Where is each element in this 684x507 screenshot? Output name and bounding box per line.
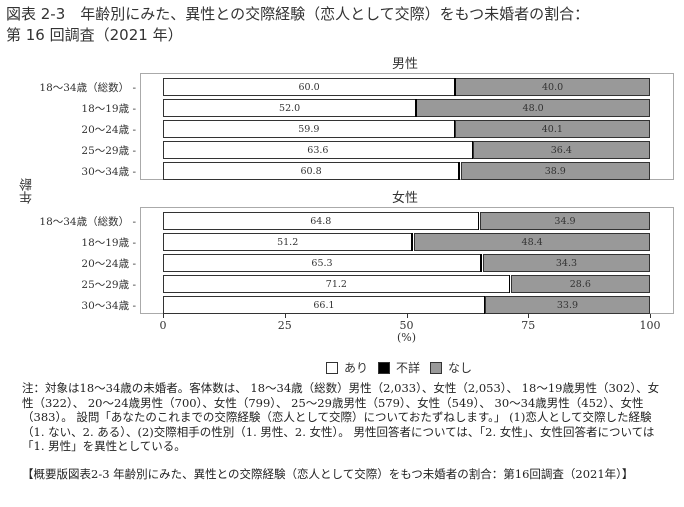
bar-segment-no: [480, 212, 650, 230]
bar-row: 66.1 33.9: [163, 296, 650, 314]
bar-segment-unknown: [454, 78, 456, 96]
row-label: 18～19歳 -: [81, 103, 136, 115]
x-axis-tick-label: 25: [277, 319, 292, 332]
x-axis-tick: [163, 314, 164, 318]
value-label-no: 48.0: [522, 102, 544, 114]
figure-title: 図表 2-3 年齢別にみた、異性との交際経験（恋人として交際）をもつ未婚者の割合…: [6, 4, 682, 46]
row-label: 18～34歳（総数） -: [39, 82, 136, 94]
bar-row: 60.8 38.9: [163, 162, 650, 180]
value-label-no: 34.9: [554, 215, 576, 227]
legend-label-yes: あり: [344, 361, 369, 375]
bar-segment-no: [414, 233, 650, 251]
bar-row: 60.0 40.0: [163, 78, 650, 96]
legend: あり 不詳 なし: [326, 359, 476, 376]
value-label-yes: 59.9: [298, 123, 320, 135]
bar-segment-unknown: [480, 254, 482, 272]
row-label: 25～29歳 -: [81, 145, 136, 157]
y-axis-label: 年齢: [20, 178, 35, 204]
bar-segment-no: [510, 275, 650, 293]
value-label-no: 40.1: [541, 123, 563, 135]
bar-segment-no: [482, 254, 650, 272]
figure-caption: 【概要版図表2-3 年齢別にみた、異性との交際経験（恋人として交際）をもつ未婚者…: [22, 467, 634, 481]
row-label: 18～34歳（総数） -: [39, 216, 136, 228]
legend-swatch-unknown: [378, 361, 391, 374]
legend-label-unknown: 不詳: [396, 361, 421, 375]
bar-row: 52.0 48.0: [163, 99, 650, 117]
row-label: 20～24歳 -: [81, 124, 136, 136]
legend-item-yes: あり: [326, 359, 368, 376]
bar-segment-no: [460, 162, 650, 180]
value-label-yes: 66.1: [313, 299, 335, 311]
row-label: 20～24歳 -: [81, 258, 136, 270]
bar-segment-unknown: [483, 296, 486, 314]
value-label-yes: 51.2: [277, 236, 299, 248]
legend-swatch-no: [430, 361, 443, 374]
bar-row: 59.9 40.1: [163, 120, 650, 138]
bar-segment-unknown: [415, 99, 417, 117]
value-label-no: 34.3: [555, 257, 578, 269]
bar-segment-no: [484, 296, 650, 314]
x-axis-tick-label: 0: [159, 319, 167, 332]
row-label: 30～34歳 -: [81, 166, 136, 178]
value-label-no: 48.4: [521, 236, 543, 248]
bar-segment-unknown: [453, 120, 456, 138]
value-label-yes: 60.0: [298, 81, 320, 93]
row-label: 25～29歳 -: [81, 279, 136, 291]
x-axis-tick-label: 50: [399, 319, 414, 332]
value-label-yes: 64.8: [310, 215, 332, 227]
panel-title: 男性: [392, 57, 419, 72]
x-axis-tick: [650, 314, 651, 318]
x-axis-tick: [528, 314, 530, 318]
value-label-yes: 65.3: [311, 257, 333, 269]
value-label-no: 36.4: [550, 144, 572, 156]
row-label: 18～19歳 -: [81, 237, 136, 249]
x-axis-tick-label: 75: [521, 319, 536, 332]
bar-segment-unknown: [508, 275, 511, 293]
value-label-yes: 63.6: [307, 144, 329, 156]
legend-swatch-yes: [326, 361, 338, 374]
value-label-no: 33.9: [556, 299, 579, 311]
figure-title-line1: 図表 2-3 年齢別にみた、異性との交際経験（恋人として交際）をもつ未婚者の割合…: [6, 5, 590, 23]
bar-row: 65.3 34.3: [163, 254, 650, 272]
value-label-yes: 71.2: [325, 278, 347, 290]
bar-row: 64.8 34.9: [163, 212, 650, 230]
value-label-yes: 60.8: [300, 165, 322, 177]
legend-item-unknown: 不詳: [378, 359, 420, 376]
footnote-text: 注：対象は18～34歳の未婚者。客体数は、 18～34歳（総数）男性（2,033…: [22, 381, 660, 453]
x-axis-tick: [406, 314, 408, 318]
legend-label-no: なし: [448, 361, 473, 375]
bar-segment-unknown: [411, 233, 414, 251]
x-axis-tick-label: 100: [639, 319, 661, 332]
bar-row: 71.2 28.6: [163, 275, 650, 293]
figure-title-line2: 第 16 回調査（2021 年）: [6, 26, 183, 44]
value-label-no: 28.6: [569, 278, 591, 290]
bar-segment-no: [454, 120, 650, 138]
panel-title: 女性: [392, 191, 419, 206]
value-label-yes: 52.0: [279, 102, 301, 114]
legend-item-no: なし: [430, 359, 472, 376]
row-label: 30～34歳 -: [81, 300, 136, 312]
bar-segment-no: [472, 141, 650, 159]
x-axis-label: (%): [396, 331, 417, 344]
bar-segment-unknown: [477, 212, 480, 230]
bar-row: 63.6 36.4: [163, 141, 650, 159]
bar-segment-unknown: [471, 141, 474, 159]
bar-row: 51.2 48.4: [163, 233, 650, 251]
value-label-no: 40.0: [542, 81, 564, 93]
value-label-no: 38.9: [544, 165, 566, 177]
x-axis-tick: [284, 314, 286, 318]
bar-segment-unknown: [458, 162, 460, 180]
footnote: 注：対象は18～34歳の未婚者。客体数は、 18～34歳（総数）男性（2,033…: [22, 381, 662, 454]
